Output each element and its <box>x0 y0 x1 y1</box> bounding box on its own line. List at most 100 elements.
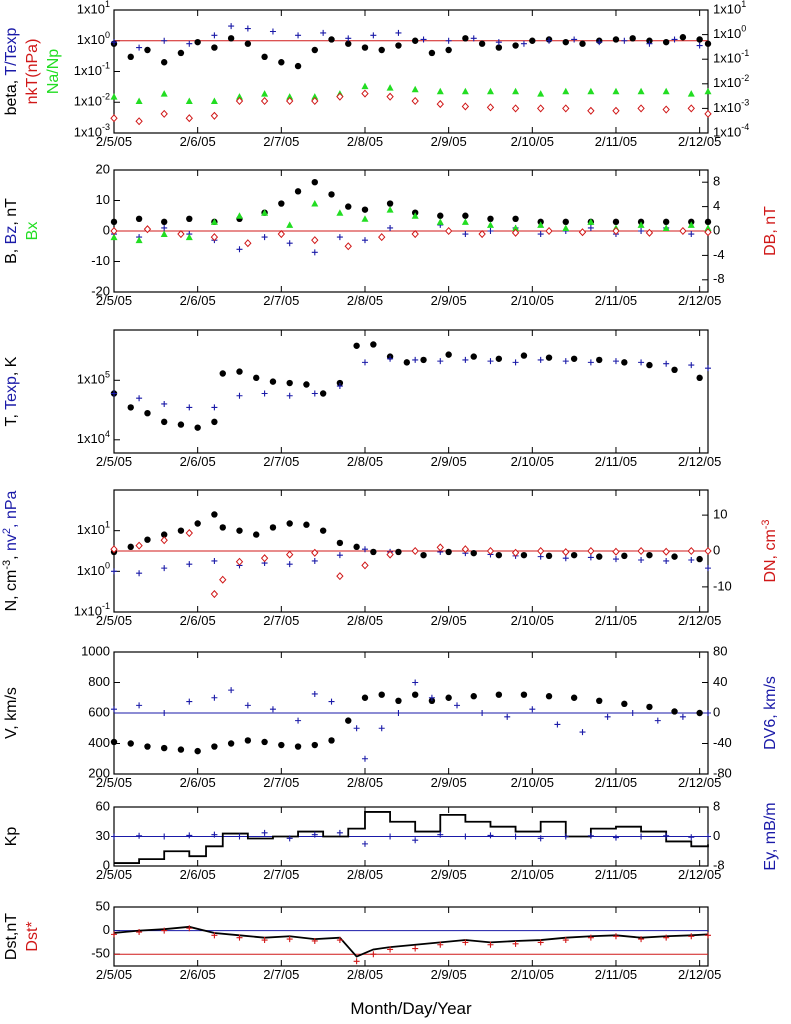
data-point <box>679 713 686 720</box>
data-point <box>186 832 193 839</box>
x-tick-label: 2/5/05 <box>96 454 132 469</box>
x-tick-label: 2/9/05 <box>431 613 467 628</box>
data-point <box>679 34 687 41</box>
data-point <box>336 572 344 581</box>
data-point <box>612 556 619 563</box>
y2-tick-label: 1x10-3 <box>713 98 749 115</box>
data-point <box>537 90 545 97</box>
x-tick-label: 2/9/05 <box>431 867 467 882</box>
data-point <box>638 936 645 943</box>
data-point <box>663 832 670 839</box>
series-dv6 <box>111 679 711 762</box>
data-point <box>705 833 711 840</box>
data-point <box>495 355 503 362</box>
data-point <box>244 239 252 248</box>
data-point <box>286 240 293 247</box>
data-point <box>612 218 620 226</box>
data-point <box>227 740 235 747</box>
y2-tick-label: 1x10-2 <box>713 73 749 90</box>
data-point <box>654 717 661 724</box>
data-point <box>412 679 419 686</box>
data-point <box>295 32 302 39</box>
data-point <box>295 717 302 724</box>
data-point <box>596 553 603 560</box>
x-tick-label: 2/5/05 <box>96 134 132 149</box>
data-point <box>621 700 628 708</box>
data-point <box>185 114 193 123</box>
data-point <box>587 554 594 561</box>
data-point <box>411 691 419 698</box>
data-point <box>311 557 318 564</box>
data-point <box>311 236 319 245</box>
data-point <box>403 359 411 366</box>
data-point <box>244 25 251 32</box>
y-axis-label: Dst,nT <box>3 913 20 960</box>
series-nkt <box>110 89 712 126</box>
data-point <box>704 109 712 118</box>
data-point <box>420 551 427 559</box>
panel-4: 2/5/05 2/6/05 2/7/05 2/8/05 2/9/05 2/10/05 2/1… <box>1 489 779 628</box>
data-point <box>688 362 695 369</box>
x-tick-label: 2/6/05 <box>180 967 216 982</box>
y-axis-label: V, km/s <box>3 687 20 739</box>
x-tick-label: 2/7/05 <box>263 454 299 469</box>
data-point <box>637 546 645 556</box>
data-point <box>253 374 260 382</box>
x-tick-label: 2/8/05 <box>347 134 383 149</box>
data-point <box>562 224 570 231</box>
data-point <box>160 218 168 226</box>
data-point <box>562 38 569 46</box>
data-point <box>135 117 143 126</box>
data-point <box>395 42 402 49</box>
data-point <box>110 738 118 746</box>
data-point <box>437 358 444 365</box>
data-point <box>671 366 678 374</box>
x-tick-label: 2/6/05 <box>180 867 216 882</box>
data-point <box>387 224 394 231</box>
data-point <box>520 551 528 559</box>
data-point <box>696 555 703 563</box>
data-point <box>562 218 569 226</box>
data-point <box>663 934 670 941</box>
data-point <box>462 231 469 238</box>
data-point <box>311 179 318 186</box>
data-point <box>537 835 544 842</box>
data-point <box>135 236 143 244</box>
data-point <box>462 356 469 363</box>
data-point <box>160 230 168 238</box>
data-point <box>545 693 553 700</box>
data-point <box>486 221 494 228</box>
data-point <box>395 29 402 36</box>
data-point <box>629 35 636 42</box>
y2-tick-label: -80 <box>713 765 732 780</box>
data-point <box>420 356 427 364</box>
data-point <box>671 708 678 715</box>
y-tick-label: 1x10-1 <box>74 601 110 618</box>
data-point <box>127 53 134 61</box>
x-tick-label: 2/12/05 <box>678 134 721 149</box>
data-point <box>361 359 368 366</box>
data-point <box>554 721 561 728</box>
y2-tick-label: 8 <box>713 798 720 813</box>
data-point <box>277 230 285 239</box>
data-point <box>135 97 143 104</box>
y-tick-label: 50 <box>96 898 110 913</box>
y-tick-label: -50 <box>91 946 110 961</box>
data-point <box>671 553 678 560</box>
data-point <box>161 565 168 572</box>
data-point <box>278 200 285 207</box>
y-axis-label-2: Dst* <box>24 921 41 951</box>
data-point <box>286 379 293 387</box>
data-point <box>185 233 193 241</box>
data-point <box>211 511 218 518</box>
y2-tick-label: -4 <box>713 247 725 262</box>
data-point <box>478 230 486 239</box>
data-point <box>361 215 369 222</box>
data-point <box>512 215 519 222</box>
x-tick-label: 2/10/05 <box>511 454 554 469</box>
x-tick-label: 2/11/05 <box>595 293 637 308</box>
data-point <box>345 35 352 42</box>
x-tick-label: 2/6/05 <box>180 454 216 469</box>
data-point <box>688 231 695 238</box>
data-point <box>361 237 368 244</box>
